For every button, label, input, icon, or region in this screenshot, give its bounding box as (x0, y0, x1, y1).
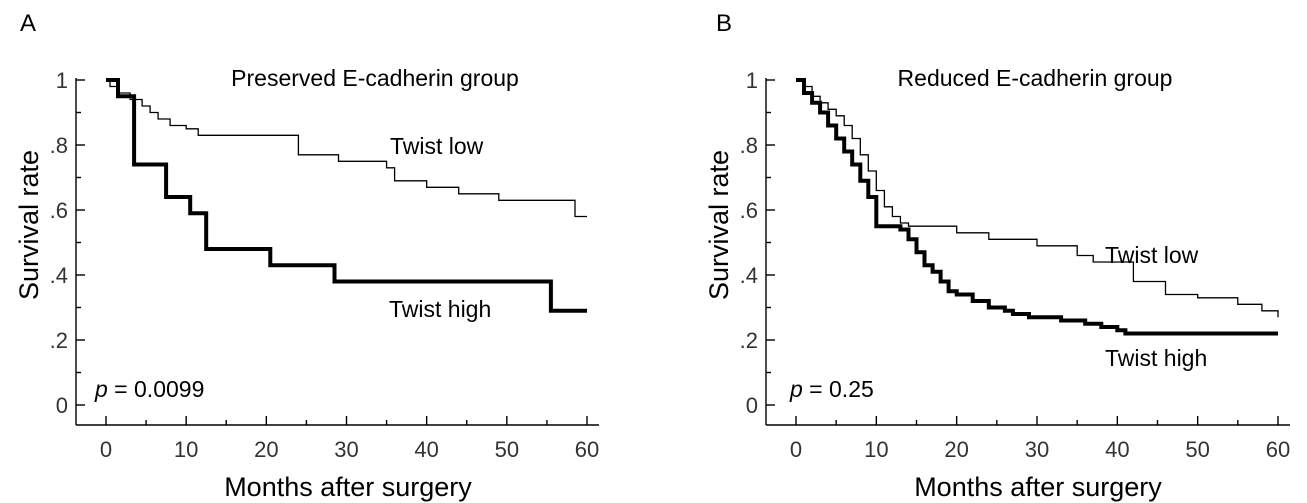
panel-a-label-twist-high: Twist high (389, 296, 491, 322)
panel-a-y-tick-label: 1 (56, 68, 68, 93)
panel-a-x-tick-label: 10 (174, 437, 198, 462)
panel-a-x-tick-label: 0 (100, 437, 112, 462)
panel-b-x-tick-label: 20 (944, 437, 968, 462)
panel-b-x-tick-label: 10 (864, 437, 888, 462)
panel-b-letter: B (716, 10, 732, 37)
panel-a-curves (106, 78, 587, 313)
panel-a-letter: A (20, 10, 36, 37)
panel-b-label-twist-high: Twist high (1105, 345, 1207, 371)
panel-b-curve-twist-high (796, 78, 1278, 336)
panel-b-curve-twist-low (796, 79, 1279, 318)
panel-a-x-tick-label: 60 (575, 437, 599, 462)
panel-a-x-axis-label: Months after surgery (224, 472, 472, 502)
panel-b-x-tick-label: 30 (1025, 437, 1049, 462)
panel-a-label-twist-low: Twist low (390, 133, 484, 159)
panel-a-p-text: = 0.0099 (108, 376, 205, 402)
panel-b-x-tick-label: 60 (1266, 437, 1290, 462)
panel-a-y-tick-label: .6 (50, 198, 68, 223)
panel-b-x-tick-label: 40 (1105, 437, 1129, 462)
panel-b-title: Reduced E-cadherin group (898, 65, 1173, 91)
panel-b-p-text: = 0.25 (803, 376, 874, 402)
panel-a: A Preserved E-cadherin group Survival ra… (14, 10, 599, 502)
panel-b-p-symbol: p (789, 376, 803, 402)
panel-b-y-axis-label: Survival rate (704, 150, 734, 300)
panel-b-y-tick-label: 1 (746, 68, 758, 93)
panel-a-curve-twist-high (106, 78, 587, 313)
panel-b-y-tick-label: 0 (746, 393, 758, 418)
panel-a-x-tick-label: 30 (334, 437, 358, 462)
panel-b-y-tick-label: .4 (740, 263, 758, 288)
panel-b-x-axis-label: Months after surgery (914, 472, 1162, 502)
panel-a-x-tick-label: 20 (254, 437, 278, 462)
panel-b-y-tick-label: .2 (740, 328, 758, 353)
panel-b-y-tick-label: .8 (740, 133, 758, 158)
panel-a-title: Preserved E-cadherin group (231, 65, 519, 91)
panel-a-p-symbol: p (94, 376, 108, 402)
panel-a-y-tick-label: .2 (50, 328, 68, 353)
panel-b-y-tick-label: .6 (740, 198, 758, 223)
panel-b-curves (796, 78, 1279, 336)
panel-a-y-tick-label: .8 (50, 133, 68, 158)
panel-b-x-tick-label: 50 (1185, 437, 1209, 462)
panel-a-x-tick-label: 50 (495, 437, 519, 462)
panel-a-y-axis-label: Survival rate (14, 150, 44, 300)
panel-b-axes: 0.2.4.6.810 10 20 30 40 50 60 (740, 68, 1291, 462)
panel-b-p-value: p = 0.25 (789, 376, 874, 402)
panel-a-axes: 0.2.4.6.810 10 20 30 40 50 60 (50, 68, 600, 462)
panel-b-label-twist-low: Twist low (1105, 242, 1199, 268)
panel-a-curve-twist-low (106, 79, 587, 218)
panel-a-y-tick-label: .4 (50, 263, 68, 288)
panel-a-p-value: p = 0.0099 (94, 376, 204, 402)
panel-a-y-tick-label: 0 (56, 393, 68, 418)
panel-a-x-tick-label: 40 (414, 437, 438, 462)
panel-b-x-tick-label: 0 (790, 437, 802, 462)
panel-b: B Reduced E-cadherin group Survival rate… (704, 10, 1290, 502)
